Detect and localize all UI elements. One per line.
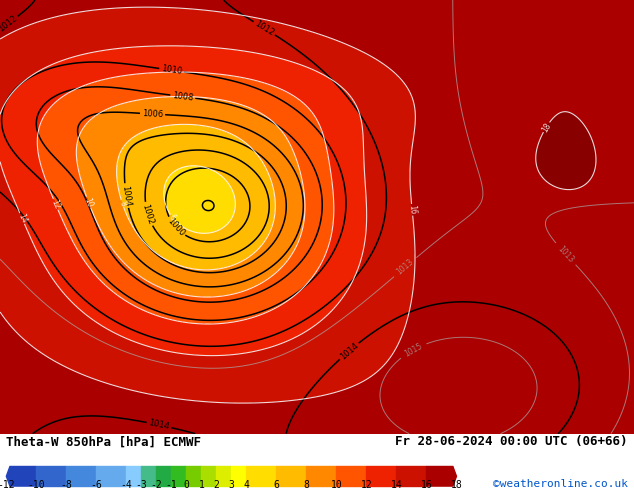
Text: 12: 12 <box>361 480 372 490</box>
Polygon shape <box>337 466 366 486</box>
Text: 18: 18 <box>451 480 462 490</box>
Text: 14: 14 <box>391 480 403 490</box>
Polygon shape <box>231 466 247 486</box>
Text: 1013: 1013 <box>556 244 576 264</box>
Text: -1: -1 <box>165 480 178 490</box>
Polygon shape <box>427 466 456 486</box>
Polygon shape <box>36 466 67 486</box>
Text: -4: -4 <box>120 480 133 490</box>
Polygon shape <box>67 466 96 486</box>
Polygon shape <box>141 466 157 486</box>
Text: 6: 6 <box>273 480 280 490</box>
Text: 1: 1 <box>198 480 204 490</box>
Text: 1010: 1010 <box>160 64 183 76</box>
Text: Theta-W 850hPa [hPa] ECMWF: Theta-W 850hPa [hPa] ECMWF <box>6 435 202 448</box>
Text: -2: -2 <box>150 480 162 490</box>
Polygon shape <box>276 466 306 486</box>
Polygon shape <box>6 466 36 486</box>
Text: 8: 8 <box>117 200 127 207</box>
Text: 1002: 1002 <box>141 203 155 225</box>
Text: -12: -12 <box>0 480 15 490</box>
Text: -8: -8 <box>60 480 72 490</box>
Polygon shape <box>247 466 276 486</box>
Polygon shape <box>157 466 171 486</box>
Text: 0: 0 <box>183 480 190 490</box>
Text: 1000: 1000 <box>165 216 186 238</box>
Polygon shape <box>171 466 186 486</box>
Text: 8: 8 <box>304 480 309 490</box>
Polygon shape <box>366 466 396 486</box>
Text: 1014: 1014 <box>148 418 170 432</box>
Text: 1008: 1008 <box>172 91 194 102</box>
Text: 18: 18 <box>540 121 553 134</box>
Text: 1012: 1012 <box>253 19 276 38</box>
Text: 14: 14 <box>16 212 28 224</box>
Text: 4: 4 <box>243 480 249 490</box>
Text: 10: 10 <box>330 480 342 490</box>
Text: 3: 3 <box>228 480 235 490</box>
Text: 1014: 1014 <box>338 341 360 361</box>
Text: -10: -10 <box>27 480 45 490</box>
Text: 1013: 1013 <box>395 258 415 277</box>
Polygon shape <box>216 466 231 486</box>
Text: 16: 16 <box>420 480 432 490</box>
Polygon shape <box>306 466 337 486</box>
Text: 2: 2 <box>214 480 219 490</box>
Polygon shape <box>96 466 126 486</box>
Text: 12: 12 <box>49 198 61 211</box>
Text: 10: 10 <box>82 196 94 208</box>
Text: 1012: 1012 <box>0 14 19 34</box>
Text: -3: -3 <box>136 480 147 490</box>
Text: -6: -6 <box>91 480 102 490</box>
Text: 16: 16 <box>407 204 417 215</box>
Text: 1006: 1006 <box>142 109 164 119</box>
Text: 1015: 1015 <box>403 342 424 359</box>
Text: 6: 6 <box>167 213 178 222</box>
Polygon shape <box>202 466 216 486</box>
Polygon shape <box>396 466 427 486</box>
Text: Fr 28-06-2024 00:00 UTC (06+66): Fr 28-06-2024 00:00 UTC (06+66) <box>395 435 628 448</box>
Text: ©weatheronline.co.uk: ©weatheronline.co.uk <box>493 479 628 489</box>
Polygon shape <box>186 466 202 486</box>
Polygon shape <box>126 466 141 486</box>
Text: 1004: 1004 <box>120 185 132 207</box>
